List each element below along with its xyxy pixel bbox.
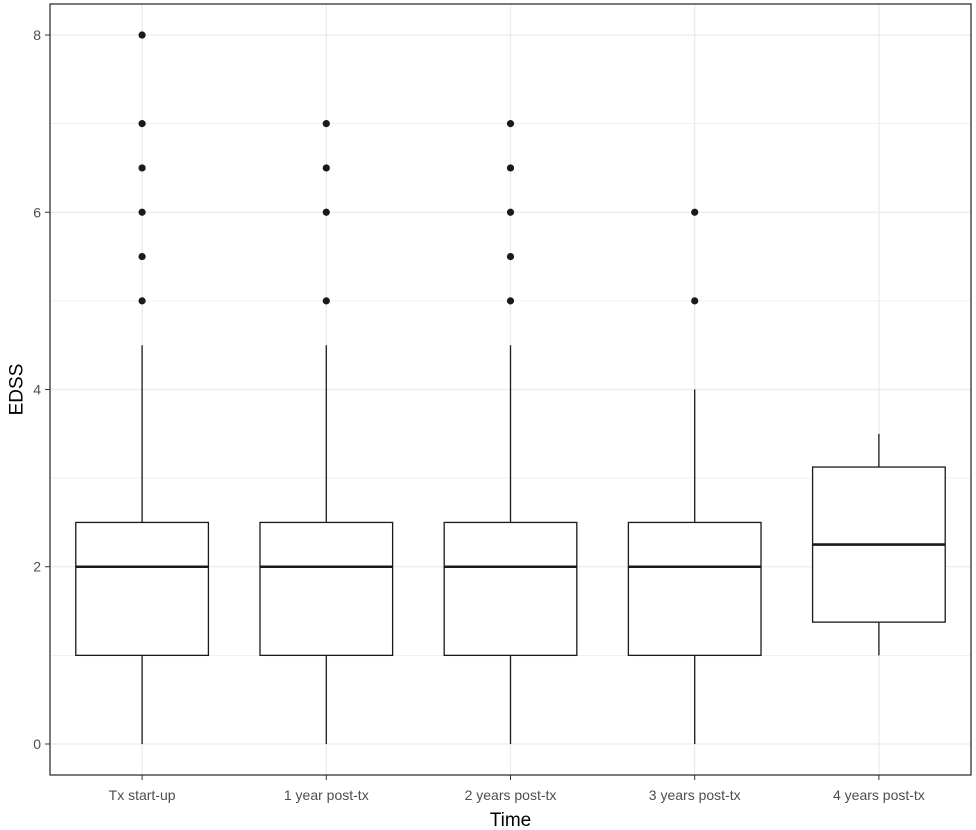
outlier-point [506,208,515,216]
outlier-point [322,164,330,172]
outlier-point [138,120,146,128]
outlier-point [506,297,515,305]
y-axis-title: EDSS [7,364,28,416]
outlier-point [506,120,515,128]
outlier-point [138,297,146,305]
outlier-point [138,164,146,172]
iqr-box [259,521,394,657]
box-group [259,120,394,744]
outlier-point [691,208,699,216]
outlier-point [691,297,699,305]
outlier-point [322,297,330,305]
y-tick-label: 0 [33,736,41,752]
box-group [443,120,578,744]
outlier-point [138,31,146,39]
iqr-box [443,521,578,657]
x-axis: Tx start-up 1 year post-tx 2 years post-tx… [109,775,925,803]
y-axis: 0 2 4 6 8 [33,27,50,752]
y-tick-label: 2 [33,559,41,575]
iqr-box [75,521,210,657]
x-tick-label: 1 year post-tx [284,787,369,803]
x-tick-label: Tx start-up [109,787,176,803]
outlier-point [138,252,146,261]
x-tick-label: 4 years post-tx [833,787,925,803]
y-tick-label: 4 [33,382,41,398]
outlier-point [138,208,146,216]
outlier-point [506,164,515,172]
x-axis-title: Time [490,810,532,830]
y-tick-label: 8 [33,27,41,43]
y-tick-label: 6 [33,204,41,220]
box-group [75,31,210,744]
outlier-point [506,252,515,261]
outlier-point [322,208,330,216]
box-series [75,31,946,744]
x-tick-label: 3 years post-tx [649,787,741,803]
box-group [811,433,946,656]
outlier-point [322,120,330,128]
x-tick-label: 2 years post-tx [465,787,557,803]
box-group [627,208,762,744]
iqr-box [627,521,762,657]
